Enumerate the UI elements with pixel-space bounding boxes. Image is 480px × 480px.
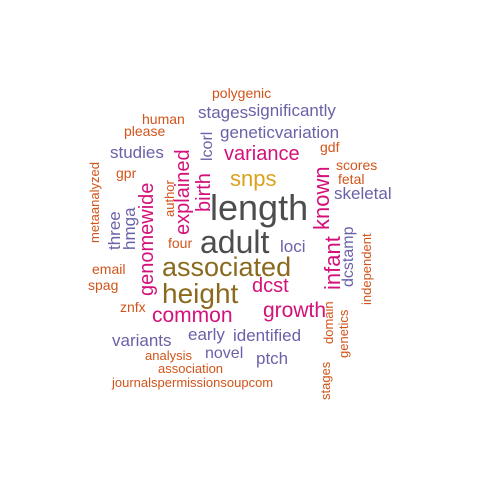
- word-stages: stages: [198, 103, 249, 122]
- word-dcstamp: dcstamp: [340, 226, 357, 287]
- word-stages-orange: stages: [318, 361, 333, 400]
- word-novel: novel: [205, 345, 244, 362]
- word-snps: snps: [230, 166, 277, 191]
- word-ptch: ptch: [256, 349, 289, 368]
- word-gpr: gpr: [116, 165, 137, 181]
- word-known: known: [309, 166, 334, 230]
- word-znfx: znfx: [120, 299, 146, 315]
- word-polygenic: polygenic: [212, 85, 272, 101]
- word-early: early: [188, 325, 225, 344]
- word-height: height: [162, 278, 239, 309]
- word-identified: identified: [233, 326, 302, 345]
- word-spag: spag: [88, 277, 119, 293]
- word-independent: independent: [359, 233, 374, 305]
- word-please: please: [124, 123, 166, 139]
- word-lcorl: lcorl: [199, 131, 216, 161]
- word-journalspermissionsoupcom: journalspermissionsoupcom: [112, 375, 274, 390]
- word-association: association: [158, 361, 224, 376]
- word-geneticvariation: geneticvariation: [220, 123, 340, 142]
- word-fetal: fetal: [338, 171, 365, 187]
- word-skeletal: skeletal: [334, 184, 392, 203]
- word-human: human: [142, 111, 185, 127]
- word-author: author: [162, 180, 177, 217]
- word-associated: associated: [162, 252, 292, 282]
- word-analysis: analysis: [145, 348, 192, 363]
- word-adult: adult: [200, 224, 270, 260]
- word-variants: variants: [112, 331, 172, 350]
- word-length: length: [210, 187, 309, 228]
- word-genomewide: genomewide: [136, 182, 158, 296]
- word-common: common: [152, 304, 233, 327]
- word-growth: growth: [263, 299, 327, 322]
- word-variance: variance: [224, 143, 300, 165]
- word-four: four: [168, 235, 193, 251]
- word-studies: studies: [110, 143, 164, 162]
- word-gdf: gdf: [320, 139, 340, 155]
- word-birth: birth: [193, 173, 215, 212]
- word-dcst: dcst: [252, 275, 289, 297]
- word-scores: scores: [336, 157, 378, 173]
- word-metaanalyzed: metaanalyzed: [87, 162, 102, 243]
- word-hmga: hmga: [120, 207, 139, 250]
- word-domain: domain: [321, 301, 336, 344]
- word-email: email: [92, 261, 126, 277]
- word-significantly: significantly: [248, 101, 336, 120]
- word-genetics: genetics: [336, 309, 351, 358]
- word-loci: loci: [280, 237, 306, 256]
